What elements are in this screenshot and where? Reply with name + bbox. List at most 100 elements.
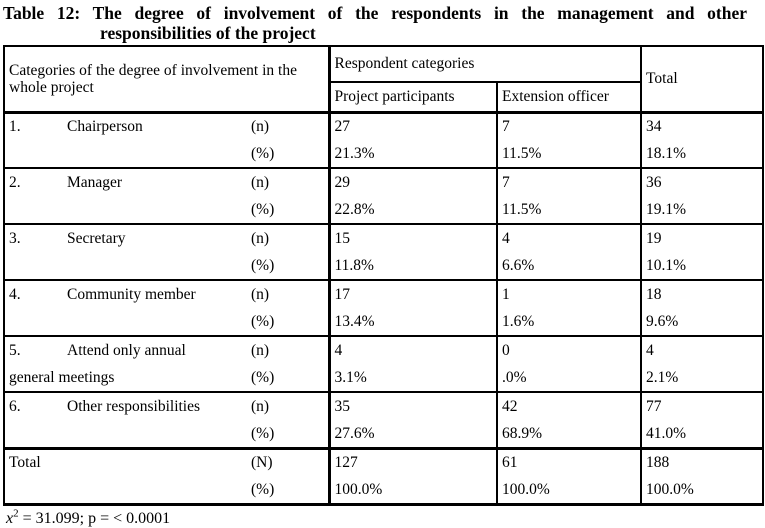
category-cell: (%): [4, 476, 331, 504]
value-cell: 100.0%: [329, 476, 498, 504]
row-number: 1.: [9, 118, 21, 136]
table-row-community-member-pct: (%) 13.4% 1.6% 9.6%: [4, 308, 763, 336]
chi-symbol: x: [6, 509, 14, 527]
header-extension-officer: Extension officer: [497, 82, 643, 114]
row-number: 6.: [9, 397, 21, 415]
header-row-2: Project participants Extension officer: [4, 82, 763, 114]
value-cell: 27: [329, 111, 498, 140]
value-cell: 36: [641, 167, 764, 196]
table-row-other-responsibilities-pct: (%) 27.6% 68.9% 41.0%: [4, 420, 763, 448]
value-cell: 34: [641, 111, 764, 140]
table-row-manager-n: 2. Manager (n) 29 7 36: [4, 167, 764, 196]
n-marker: (n): [251, 285, 270, 303]
n-marker: (n): [251, 173, 270, 191]
pct-marker: (%): [251, 144, 275, 162]
category-cell: 2. Manager (n): [4, 167, 331, 196]
row-number: 4.: [9, 285, 21, 303]
value-cell: 29: [329, 167, 498, 196]
category-cell: 4. Community member (n): [4, 279, 331, 308]
table-row-chairperson-pct: (%) 21.3% 11.5% 18.1%: [4, 140, 763, 168]
row-label: Manager: [67, 173, 123, 191]
row-label: Community member: [67, 285, 196, 303]
value-cell: 127: [329, 446, 498, 476]
table-caption-line1: Table 12: The degree of involvement of t…: [3, 3, 747, 23]
row-label: Other responsibilities: [67, 397, 201, 415]
value-cell: 61: [497, 446, 643, 476]
pct-marker: (%): [251, 368, 275, 386]
value-cell: 100.0%: [646, 480, 694, 498]
value-cell: 77: [641, 391, 764, 420]
value-cell: 19: [641, 223, 764, 252]
value-cell: 4: [497, 223, 643, 252]
value-cell: 0: [497, 335, 643, 364]
n-marker: (n): [251, 118, 270, 136]
row-label-cont: general meetings: [9, 368, 115, 386]
value-cell: 2.1%: [646, 368, 679, 386]
value-cell: 68.9%: [497, 420, 643, 448]
table-caption-line2: responsibilities of the project: [100, 23, 316, 43]
header-categories: Categories of the degree of involvement …: [4, 46, 331, 114]
value-cell: 1: [497, 279, 643, 308]
header-project-participants: Project participants: [329, 82, 498, 114]
row-number: 2.: [9, 173, 21, 191]
value-cell: 13.4%: [329, 308, 498, 336]
category-cell: (%): [4, 252, 331, 280]
N-marker: (N): [251, 454, 273, 472]
pct-marker: (%): [251, 256, 275, 274]
pct-marker: (%): [251, 480, 275, 498]
category-cell: Total (N): [4, 446, 331, 476]
category-cell: (%): [4, 140, 331, 168]
pct-marker: (%): [251, 312, 275, 330]
table-row-chairperson-n: 1. Chairperson (n) 27 7 34: [4, 111, 764, 140]
value-cell: 4: [641, 335, 764, 364]
row-label: Attend only annual: [67, 341, 186, 359]
value-cell: 3.1%: [329, 364, 498, 392]
chi-square-footnote: x2 = 31.099; p = < 0.0001: [6, 507, 765, 528]
value-cell: 22.8%: [329, 196, 498, 224]
value-cell: 1.6%: [497, 308, 643, 336]
chi-square-stat-text: = 31.099; p = < 0.0001: [18, 509, 171, 527]
row-label: Secretary: [67, 229, 126, 247]
value-cell: 15: [329, 223, 498, 252]
table-row-community-member-n: 4. Community member (n) 17 1 18: [4, 279, 764, 308]
header-row-1: Categories of the degree of involvement …: [4, 46, 764, 114]
n-marker: (n): [251, 229, 270, 247]
category-cell: 6. Other responsibilities (n): [4, 391, 331, 420]
value-cell: 11.5%: [497, 140, 643, 168]
row-number: 3.: [9, 229, 21, 247]
category-cell: (%): [4, 308, 331, 336]
value-cell: .0%: [497, 364, 643, 392]
value-cell: 18: [641, 279, 764, 308]
table-row-manager-pct: (%) 22.8% 11.5% 19.1%: [4, 196, 763, 224]
chi-exponent: 2: [13, 507, 19, 520]
value-cell: 27.6%: [329, 420, 498, 448]
pct-marker: (%): [251, 200, 275, 218]
value-cell: 11.5%: [497, 196, 643, 224]
category-cell: 1. Chairperson (n): [4, 111, 331, 140]
value-cell: 188: [641, 446, 764, 476]
table-row-secretary-pct: (%) 11.8% 6.6% 10.1%: [4, 252, 763, 280]
value-cell: 41.0%: [646, 424, 687, 442]
table-row-annual-meetings-pct: general meetings (%) 3.1% .0% 2.1%: [4, 364, 763, 392]
value-cell: 21.3%: [329, 140, 498, 168]
value-cell: 18.1%: [646, 144, 687, 162]
value-cell: 9.6%: [646, 312, 679, 330]
row-number: 5.: [9, 341, 21, 359]
total-label: Total: [9, 454, 41, 472]
table-row-other-responsibilities-n: 6. Other responsibilities (n) 35 42 77: [4, 391, 764, 420]
category-cell: 5. Attend only annual (n): [4, 335, 331, 364]
category-cell: (%): [4, 196, 331, 224]
n-marker: (n): [251, 341, 270, 359]
n-marker: (n): [251, 397, 270, 415]
value-cell: 10.1%: [646, 256, 687, 274]
value-cell: 42: [497, 391, 643, 420]
pct-marker: (%): [251, 424, 275, 442]
involvement-table: Categories of the degree of involvement …: [3, 45, 765, 506]
value-cell: 11.8%: [329, 252, 498, 280]
category-cell: (%): [4, 420, 331, 448]
category-cell: general meetings (%): [4, 364, 331, 392]
table-row-total-pct: (%) 100.0% 100.0% 100.0%: [4, 476, 763, 504]
table-caption: Table 12: The degree of involvement of t…: [0, 0, 765, 45]
value-cell: 4: [329, 335, 498, 364]
